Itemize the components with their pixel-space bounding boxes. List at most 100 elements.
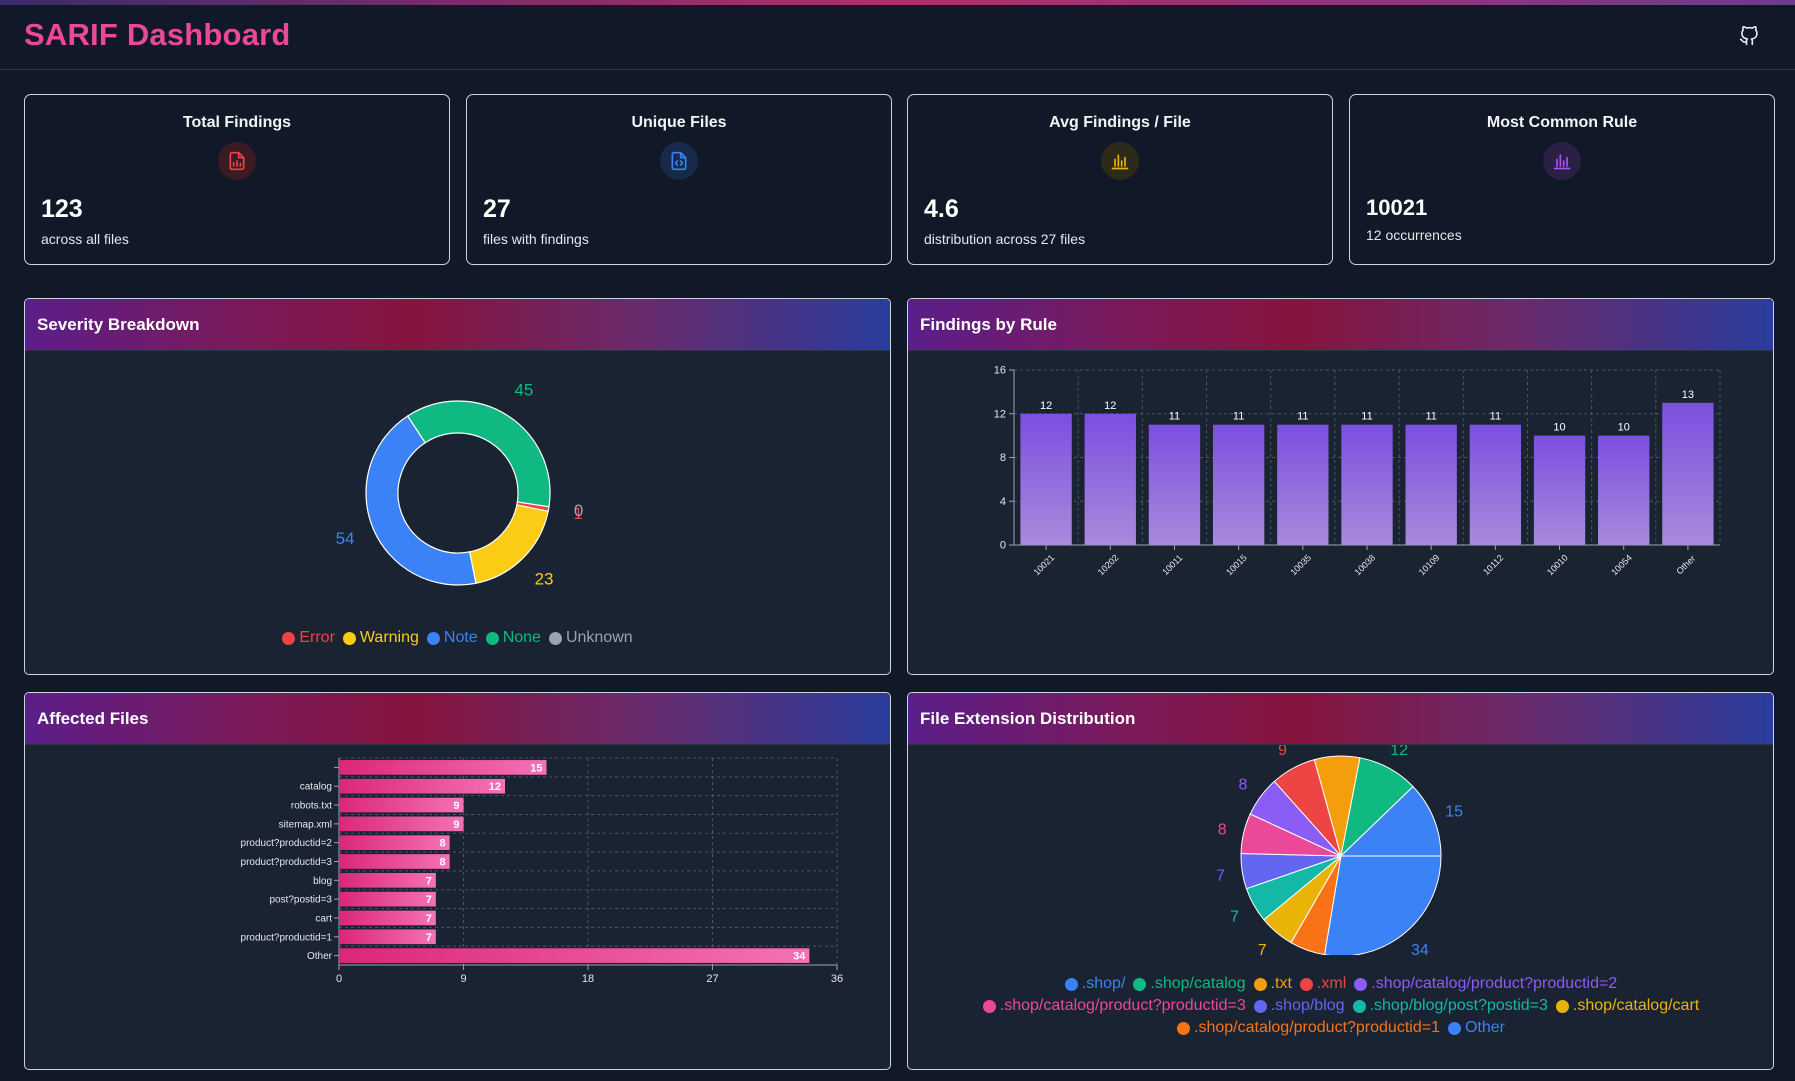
severity-legend-item[interactable]: Error — [282, 629, 335, 647]
bar-value-label: 7 — [426, 875, 432, 887]
file-bar[interactable] — [339, 910, 436, 926]
legend-dot-icon — [1133, 977, 1147, 991]
rule-bar[interactable] — [1469, 424, 1522, 545]
severity-legend-item[interactable]: None — [485, 629, 541, 647]
x-tick-label: 10038 — [1352, 552, 1377, 577]
y-tick-label: 16 — [994, 365, 1006, 377]
x-tick-label: Other — [1674, 553, 1697, 576]
findings-by-rule-chart: 0 4 8 12 16 12 10021 12 10202 11 10011 11 10015 11 100… — [994, 365, 1721, 577]
y-tick-label: product?productid=2 — [241, 838, 333, 849]
severity-legend-item[interactable]: Unknown — [548, 629, 633, 647]
file-bar[interactable] — [339, 835, 450, 851]
donut-slice-none[interactable] — [406, 400, 551, 508]
severity-legend-item[interactable]: Warning — [342, 629, 419, 647]
rule-bar[interactable] — [1598, 435, 1650, 545]
y-tick-label: 0 — [1000, 540, 1006, 552]
extension-legend-item[interactable]: .shop/catalog/product?productid=3 — [982, 997, 1246, 1015]
rule-bar[interactable] — [1405, 424, 1457, 545]
y-tick-label: 12 — [994, 408, 1006, 420]
file-bar[interactable] — [339, 760, 547, 775]
bar-value-label: 11 — [1233, 411, 1244, 423]
file-bar[interactable] — [339, 929, 436, 945]
pie-value-label: 9 — [1278, 745, 1287, 759]
file-bar[interactable] — [339, 778, 505, 794]
file-bar[interactable] — [339, 854, 450, 869]
pie-value-label: 34 — [1411, 942, 1429, 955]
x-tick-label: 27 — [706, 973, 718, 985]
bar-value-label: 12 — [1104, 400, 1116, 412]
x-tick-label: 10035 — [1288, 552, 1313, 577]
stat-title: Total Findings — [182, 114, 292, 131]
y-tick-label: 4 — [1000, 496, 1006, 508]
pie-value-label: 8 — [1239, 776, 1248, 793]
stat-subtitle: 12 occurrences — [1366, 227, 1462, 243]
x-tick-label: 9 — [460, 973, 466, 985]
bar-value-label: 7 — [426, 932, 432, 944]
legend-dot-icon — [342, 631, 356, 645]
file-bar[interactable] — [339, 948, 810, 963]
bar-value-label: 11 — [1425, 411, 1436, 423]
rule-bar[interactable] — [1341, 424, 1393, 545]
bar-value-label: 12 — [1040, 400, 1052, 412]
extension-legend-item[interactable]: .shop/blog/post?postid=3 — [1352, 997, 1548, 1015]
pie-slice[interactable] — [1339, 785, 1442, 857]
legend-label: .shop/ — [1081, 975, 1126, 992]
bar-value-label: 13 — [1682, 389, 1694, 401]
legend-dot-icon — [982, 999, 996, 1013]
stat-value: 10021 — [1366, 195, 1428, 220]
bar-value-label: 9 — [453, 800, 459, 812]
extension-legend-item[interactable]: .shop/ — [1064, 975, 1126, 993]
stat-value: 123 — [41, 195, 83, 223]
extension-legend-item[interactable]: .xml — [1299, 975, 1346, 993]
bar-value-label: 7 — [426, 913, 432, 925]
extension-legend-item[interactable]: .shop/catalog/product?productid=1 — [1177, 1019, 1440, 1037]
x-tick-label: 10011 — [1160, 553, 1184, 577]
bar-value-label: 9 — [453, 819, 459, 831]
top-accent-bar — [0, 0, 1795, 5]
extension-legend-item[interactable]: Other — [1447, 1019, 1505, 1037]
rule-bar[interactable] — [1020, 413, 1072, 545]
rule-bar[interactable] — [1084, 413, 1136, 545]
y-tick-label: post?postid=3 — [269, 895, 332, 906]
findings-by-rule-panel: Findings by Rule 0 4 8 12 16 12 10021 12 10202 11… — [907, 298, 1774, 675]
extension-legend-item[interactable]: .shop/catalog/product?productid=2 — [1354, 975, 1617, 993]
donut-value-label: 45 — [514, 380, 533, 399]
app-header: SARIF Dashboard — [0, 5, 1795, 70]
pie-slice[interactable] — [1323, 855, 1442, 955]
stat-subtitle: across all files — [41, 231, 129, 247]
rule-bar[interactable] — [1533, 435, 1586, 545]
extension-legend-item[interactable]: .txt — [1253, 975, 1292, 993]
donut-value-label: 1 — [573, 504, 582, 523]
file-bar[interactable] — [339, 872, 436, 888]
x-tick-label: 10112 — [1481, 553, 1505, 577]
y-tick-label: robots.txt — [291, 801, 332, 812]
file-code-icon — [660, 142, 698, 180]
extension-legend-item[interactable]: .shop/blog — [1253, 997, 1345, 1015]
legend-dot-icon — [1299, 977, 1313, 991]
extension-legend-item[interactable]: .shop/catalog/cart — [1555, 997, 1699, 1015]
rule-bar[interactable] — [1662, 402, 1714, 545]
rule-bar[interactable] — [1277, 424, 1329, 545]
legend-label: .shop/blog/post?postid=3 — [1369, 997, 1548, 1014]
x-tick-label: 10054 — [1609, 552, 1634, 577]
pie-value-label: 15 — [1445, 803, 1463, 820]
file-bar[interactable] — [339, 891, 436, 907]
legend-dot-icon — [548, 631, 562, 645]
extension-legend-item[interactable]: .shop/catalog — [1133, 975, 1246, 993]
file-bar[interactable] — [339, 797, 464, 813]
donut-value-label: 23 — [535, 569, 554, 588]
pie-value-label: 7 — [1216, 868, 1225, 885]
legend-label: Note — [443, 629, 478, 646]
severity-legend-item[interactable]: Note — [426, 629, 478, 647]
github-icon[interactable] — [1739, 26, 1759, 46]
rule-bar[interactable] — [1212, 424, 1265, 545]
donut-slice-note[interactable] — [365, 415, 477, 586]
legend-label: Other — [1464, 1019, 1505, 1036]
rule-bar[interactable] — [1148, 424, 1201, 545]
panel-title: Findings by Rule — [908, 299, 1773, 351]
file-extension-panel: File Extension Distribution 347777889912… — [907, 692, 1774, 1070]
file-bar[interactable] — [339, 816, 464, 832]
legend-dot-icon — [1177, 1021, 1191, 1035]
stat-title: Most Common Rule — [1486, 114, 1638, 131]
legend-dot-icon — [426, 631, 440, 645]
